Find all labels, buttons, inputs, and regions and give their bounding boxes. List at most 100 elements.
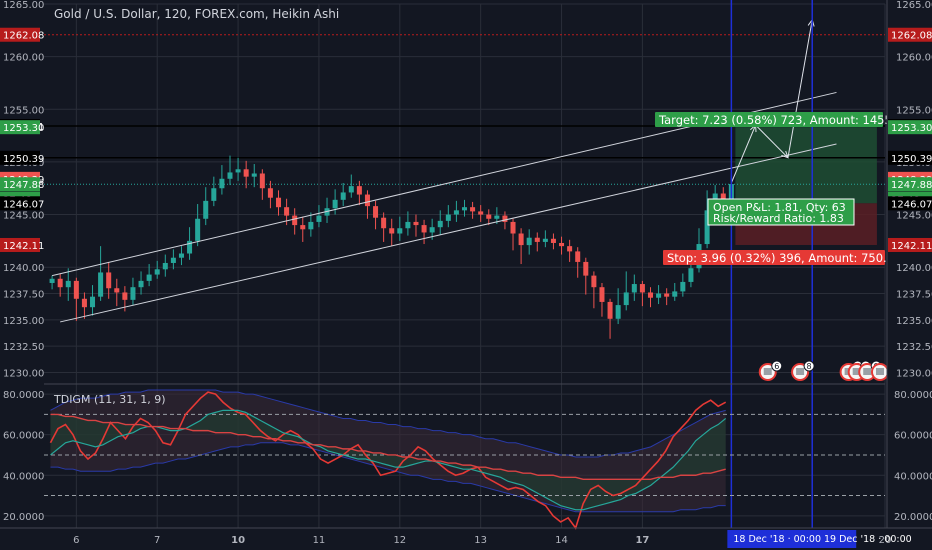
candle-body[interactable]: [227, 172, 233, 179]
candle-body[interactable]: [639, 284, 645, 293]
price-label[interactable]: 1242.11: [888, 237, 932, 252]
candle-body[interactable]: [195, 218, 201, 241]
candle-body[interactable]: [162, 262, 168, 270]
candle-body[interactable]: [526, 237, 532, 246]
candle-body[interactable]: [292, 215, 298, 226]
candle-body[interactable]: [664, 293, 670, 297]
candle-body[interactable]: [243, 169, 249, 177]
candle-body[interactable]: [98, 272, 104, 297]
candle-body[interactable]: [470, 207, 476, 212]
candle-body[interactable]: [486, 214, 492, 219]
candle-body[interactable]: [478, 211, 484, 215]
candle-body[interactable]: [332, 199, 338, 209]
price-label[interactable]: 1253.30: [0, 120, 44, 135]
projection-arrow[interactable]: [755, 124, 789, 159]
candle-body[interactable]: [575, 251, 581, 262]
candle-body[interactable]: [187, 240, 193, 254]
price-label[interactable]: 1262.08: [0, 27, 44, 42]
candle-body[interactable]: [130, 287, 136, 300]
candle-body[interactable]: [122, 292, 128, 300]
candle-body[interactable]: [453, 210, 459, 215]
candle-body[interactable]: [599, 287, 605, 302]
candle-body[interactable]: [381, 217, 387, 229]
candle-body[interactable]: [203, 200, 209, 219]
candle-body[interactable]: [656, 293, 662, 298]
date-range-highlight[interactable]: 18 Dec '18 · 00:00 19 Dec '18 · 00:00: [727, 530, 912, 548]
indicator-series-line[interactable]: [50, 413, 726, 481]
candle-body[interactable]: [647, 292, 653, 298]
candle-body[interactable]: [259, 173, 265, 189]
candle-body[interactable]: [559, 242, 565, 247]
candle-body[interactable]: [81, 298, 87, 308]
price-label[interactable]: 1250.39: [888, 150, 932, 165]
price-label[interactable]: 1262.08: [888, 27, 932, 42]
candle-body[interactable]: [502, 215, 508, 222]
candle-body[interactable]: [510, 221, 516, 234]
price-label[interactable]: 1247.88: [0, 177, 44, 192]
candle-body[interactable]: [114, 288, 120, 293]
candle-body[interactable]: [170, 257, 176, 263]
indicator-series-line[interactable]: [50, 409, 727, 511]
event-marker[interactable]: 8: [791, 360, 815, 381]
candle-body[interactable]: [389, 228, 395, 234]
candle-body[interactable]: [300, 225, 306, 230]
candle-body[interactable]: [437, 220, 443, 228]
candle-body[interactable]: [615, 305, 621, 319]
candle-body[interactable]: [405, 221, 411, 229]
candle-body[interactable]: [146, 274, 152, 281]
candle-body[interactable]: [276, 197, 282, 208]
stop-label[interactable]: Stop: 3.96 (0.32%) 396, Amount: 750.5: [663, 250, 894, 265]
candle-body[interactable]: [235, 169, 241, 173]
candle-body[interactable]: [364, 194, 370, 207]
candle-body[interactable]: [550, 238, 556, 243]
candle-body[interactable]: [688, 268, 694, 282]
event-marker[interactable]: 6: [758, 360, 783, 381]
candle-body[interactable]: [631, 284, 637, 293]
channel-line[interactable]: [60, 143, 837, 323]
projection-arrow[interactable]: [787, 19, 813, 158]
target-label[interactable]: Target: 7.23 (0.58%) 723, Amount: 1455: [655, 112, 892, 127]
candle-body[interactable]: [413, 221, 419, 226]
candle-body[interactable]: [106, 272, 112, 289]
candle-body[interactable]: [583, 261, 589, 276]
candle-body[interactable]: [251, 173, 257, 177]
overlays-front[interactable]: Target: 7.23 (0.58%) 723, Amount: 1455 St…: [51, 0, 894, 528]
indicator-series-line[interactable]: [49, 391, 727, 530]
price-label[interactable]: 1247.88: [888, 177, 932, 192]
candle-body[interactable]: [397, 228, 403, 234]
candle-body[interactable]: [308, 221, 314, 230]
candle-body[interactable]: [461, 207, 468, 211]
candle-body[interactable]: [219, 178, 225, 189]
candle-body[interactable]: [429, 227, 435, 233]
candle-body[interactable]: [90, 296, 96, 308]
candle-body[interactable]: [607, 301, 613, 319]
candle-body[interactable]: [211, 188, 217, 201]
projection-arrow[interactable]: [730, 124, 757, 184]
candle-body[interactable]: [316, 215, 322, 222]
event-marker[interactable]: [871, 363, 889, 381]
candle-body[interactable]: [672, 291, 678, 297]
candle-body[interactable]: [623, 292, 629, 306]
candle-body[interactable]: [324, 208, 330, 216]
candle-body[interactable]: [534, 237, 540, 242]
candle-body[interactable]: [284, 207, 290, 216]
candle-body[interactable]: [591, 275, 597, 288]
price-label[interactable]: 1253.30: [888, 120, 932, 135]
price-label[interactable]: 1246.07: [888, 196, 932, 211]
candle-body[interactable]: [494, 215, 500, 219]
candle-body[interactable]: [348, 186, 354, 193]
candle-body[interactable]: [373, 206, 379, 218]
candle-body[interactable]: [49, 278, 55, 283]
candle-body[interactable]: [680, 281, 686, 292]
indicator-panel[interactable]: TDIGM (11, 31, 1, 9): [44, 383, 885, 530]
candle-body[interactable]: [356, 186, 362, 195]
price-label[interactable]: 1246.07: [0, 196, 44, 211]
candle-body[interactable]: [720, 193, 726, 201]
candle-body[interactable]: [73, 280, 79, 299]
price-label[interactable]: 1250.39: [0, 150, 44, 165]
candle-body[interactable]: [445, 214, 451, 221]
candle-body[interactable]: [542, 238, 548, 242]
